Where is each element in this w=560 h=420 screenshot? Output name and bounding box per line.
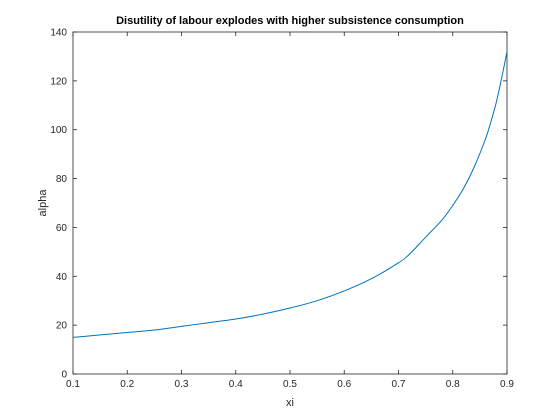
x-tick-label: 0.9: [500, 379, 514, 390]
y-axis-label: alpha: [37, 189, 49, 217]
y-axis-ticks: 0 20 40 60 80 100 120 140: [50, 28, 507, 381]
x-axis-ticks: 0.1 0.2 0.3 0.4 0.5 0.6 0.7 0.8 0.9: [66, 32, 514, 390]
chart-title: Disutility of labour explodes with highe…: [116, 15, 464, 27]
plot-area: [72, 31, 508, 375]
x-tick-label: 0.8: [446, 379, 460, 390]
y-tick-label: 80: [56, 174, 68, 185]
x-tick-label: 0.6: [337, 379, 351, 390]
x-axis-label: xi: [286, 397, 294, 409]
y-tick-label: 60: [56, 223, 68, 234]
y-tick-label: 40: [56, 272, 68, 283]
y-tick-label: 140: [50, 28, 67, 39]
x-tick-label: 0.1: [66, 379, 80, 390]
y-tick-label: 100: [50, 125, 67, 136]
y-tick-label: 0: [61, 370, 67, 381]
series-layer: [72, 51, 508, 338]
y-tick-label: 120: [50, 76, 67, 87]
y-tick-label: 20: [56, 321, 68, 332]
x-tick-label: 0.5: [283, 379, 297, 390]
x-tick-label: 0.4: [229, 379, 243, 390]
x-tick-label: 0.7: [392, 379, 406, 390]
x-tick-label: 0.2: [120, 379, 134, 390]
series-line: [72, 51, 508, 338]
x-tick-label: 0.3: [175, 379, 189, 390]
